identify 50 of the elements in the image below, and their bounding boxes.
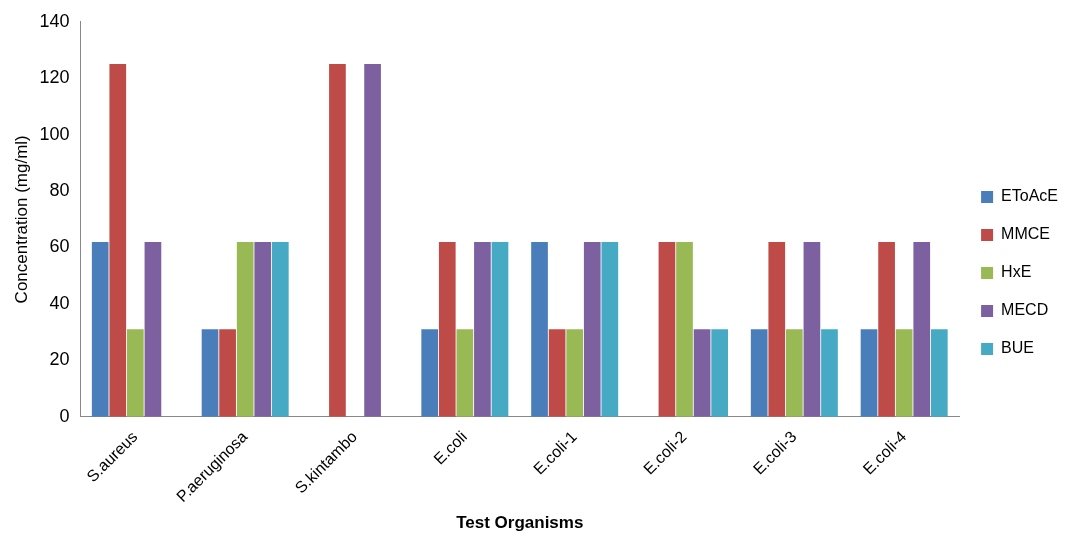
bar	[693, 329, 711, 417]
y-tick-label: 120	[39, 67, 70, 88]
bar	[930, 329, 948, 417]
bar	[491, 241, 509, 417]
bar	[127, 329, 144, 417]
bar	[438, 241, 456, 417]
bar	[601, 241, 619, 417]
legend-label: BUE	[1001, 339, 1034, 357]
bar	[768, 241, 786, 417]
bar	[785, 329, 803, 417]
bar	[236, 241, 254, 417]
bar	[895, 329, 913, 417]
legend-label: EToAcE	[1001, 187, 1059, 205]
bar	[219, 329, 236, 417]
bar	[878, 241, 895, 417]
bar	[821, 329, 838, 417]
bar	[548, 329, 566, 417]
bar	[676, 241, 693, 417]
legend-label: MECD	[1001, 301, 1049, 319]
legend-label: MMCE	[1001, 225, 1050, 243]
y-tick-label: 80	[49, 180, 70, 201]
bar	[711, 329, 728, 417]
y-tick-label: 60	[49, 236, 70, 257]
y-tick-label: 140	[39, 10, 70, 31]
bar	[860, 329, 878, 417]
bar	[329, 64, 346, 417]
legend-label: HxE	[1001, 263, 1032, 281]
bar	[271, 241, 289, 417]
x-axis-title: Test Organisms	[456, 513, 584, 533]
bar	[750, 329, 768, 417]
bar	[201, 329, 219, 417]
y-tick-label: 20	[49, 349, 70, 370]
y-axis-title: Concentration (mg/ml)	[11, 135, 31, 304]
bar	[583, 241, 601, 417]
bar	[531, 241, 548, 417]
bar	[144, 241, 162, 417]
bar	[421, 329, 439, 417]
bar	[109, 64, 127, 417]
y-tick-label: 100	[39, 123, 70, 144]
bar	[566, 329, 584, 417]
bar	[913, 241, 931, 417]
bar	[658, 241, 676, 417]
bar	[474, 241, 491, 417]
y-tick-label: 0	[59, 405, 70, 426]
bar	[91, 241, 109, 417]
bar	[364, 64, 381, 417]
bar	[803, 241, 821, 417]
bar	[456, 329, 474, 417]
y-tick-label: 40	[49, 292, 70, 313]
bar	[254, 241, 272, 417]
